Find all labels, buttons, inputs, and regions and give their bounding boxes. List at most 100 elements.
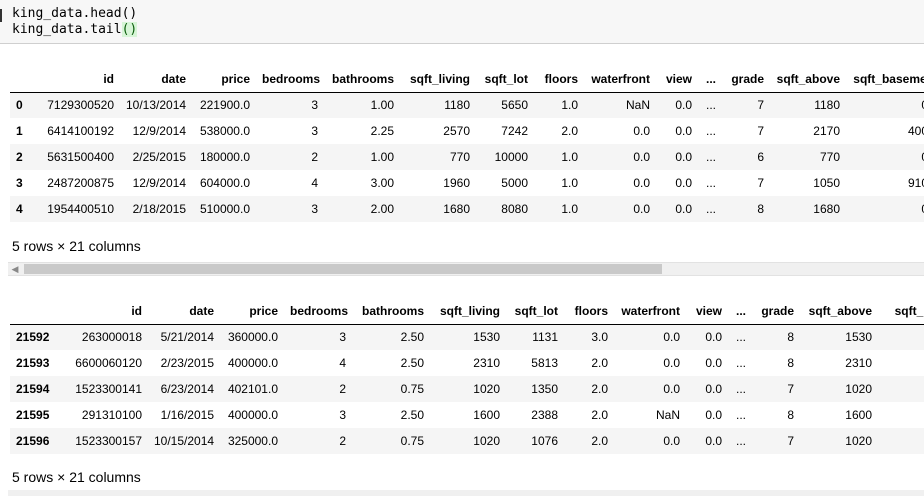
table-cell: 1020 [473,382,500,396]
table-cell: 12/9/2014 [132,124,186,138]
table-cell: 7 [757,124,764,138]
table-cell: 2.0 [591,382,608,396]
column-header: sqft_living [400,62,476,93]
table-cell: 1020 [845,434,872,448]
column-header: view [656,62,698,93]
table-row: 1 6414100192 12/9/2014 538000.0 3 2.25 2570 724… [10,118,924,144]
table-cell: 2 [339,382,346,396]
horizontal-scrollbar[interactable]: ◀ [8,262,924,276]
table-cell: ... [705,98,716,113]
table-cell: 0.0 [846,144,924,170]
table-row: 21594 1523300141 6/23/2014 402101.0 2 0.75 102… [10,376,924,402]
table-cell: 1350 [531,382,558,396]
column-header: waterfront [614,294,686,325]
code-tail-call: king_data.tail [12,22,122,37]
table-cell: 10000 [494,150,528,164]
table-cell: 1020 [845,382,872,396]
row-index: 0 [16,98,23,113]
table-cell: 0.0 [705,434,722,448]
column-header: view [686,294,728,325]
table-cell: 0.75 [400,382,424,396]
table-cell: 0.0 [663,434,680,448]
column-header: waterfront [584,62,656,93]
column-header: sqft_baseme [878,294,924,325]
table-cell: 1076 [531,434,558,448]
row-index: 1 [16,124,23,138]
table-cell: 400000.0 [227,356,278,370]
table-cell: 2570 [443,124,470,138]
column-header: sqft_above [770,62,846,93]
column-header: sqft_above [800,294,878,325]
table-cell: 12/9/2014 [132,176,186,190]
table-cell: 2310 [473,356,500,370]
table-cell: 1680 [813,202,840,216]
bottom-scrollbar-track[interactable] [8,490,924,496]
column-header: date [148,294,220,325]
table-cell: 3.00 [370,176,394,190]
column-header: sqft_lot [476,62,534,93]
scrollbar-thumb[interactable] [24,264,662,274]
table-cell [878,402,924,428]
table-cell: 1954400510 [47,202,114,216]
table-row: 21596 1523300157 10/15/2014 325000.0 2 0.75 10… [10,428,924,454]
code-line-head[interactable]: king_data.head() [12,6,138,21]
table-cell: ... [705,202,716,216]
table-cell: 3 [339,408,346,422]
table-cell: 5631500400 [47,150,114,164]
table-cell: 221900.0 [199,98,250,113]
table-cell: 0.0 [705,330,722,345]
table-cell: 2170 [813,124,840,138]
table-cell: 538000.0 [199,124,250,138]
code-line-tail[interactable]: king_data.tail() [12,22,138,38]
row-index: 2 [16,150,23,164]
table-cell: 2.25 [370,124,394,138]
table-cell: 0.0 [705,408,722,422]
table-cell: 1180 [444,98,470,113]
table-cell: 1.0 [561,176,578,190]
table-cell: 7 [757,98,764,113]
table-cell: 2310 [845,356,872,370]
table-cell: 1.0 [561,202,578,216]
table-cell: 0.75 [400,434,424,448]
table-cell: 6 [757,150,764,164]
table-cell: 0.0 [633,124,650,138]
table-cell: 2/23/2015 [160,356,214,370]
tail-dataframe: id date price bedrooms bathrooms sqft_living s… [10,294,924,454]
column-header: date [120,62,192,93]
column-header: bathrooms [352,294,430,325]
tail-shape-footer: 5 rows × 21 columns [12,469,141,485]
table-cell: 402101.0 [227,382,278,396]
column-header: price [220,294,284,325]
table-row: 2 5631500400 2/25/2015 180000.0 2 1.00 770 1000… [10,144,924,170]
column-header [10,62,32,93]
table-cell: 2.0 [591,408,608,422]
table-cell: 0.0 [846,196,924,222]
table-cell: 2.0 [591,434,608,448]
table-cell: ... [705,150,716,164]
table-cell: 5000 [501,176,528,190]
table-cell [878,428,924,454]
table-cell [878,350,924,376]
table-cell: 3 [311,98,318,113]
table-cell: 1131 [532,330,558,345]
table-cell: 770 [449,150,470,164]
table-cell: 2.00 [370,202,394,216]
table-cell: 1530 [473,330,500,345]
table-cell: 8 [787,330,794,345]
table-cell [878,324,924,350]
table-cell: 291310100 [81,408,142,422]
table-cell: 1523300157 [75,434,142,448]
triangle-left-icon[interactable]: ◀ [11,264,19,274]
code-cell[interactable]: king_data.head() king_data.tail() [0,0,924,44]
cell-selection-indicator [0,9,2,22]
table-cell: 2.50 [400,330,424,345]
row-index: 3 [16,176,23,190]
row-index: 21595 [16,408,50,422]
table-cell: 400000.0 [227,408,278,422]
table-row: 21592 263000018 5/21/2014 360000.0 3 2.50 1530… [10,324,924,350]
table-cell: 8 [787,408,794,422]
table-cell: 360000.0 [227,330,278,345]
table-cell: 7242 [501,124,528,138]
table-cell: 1.00 [370,150,394,164]
